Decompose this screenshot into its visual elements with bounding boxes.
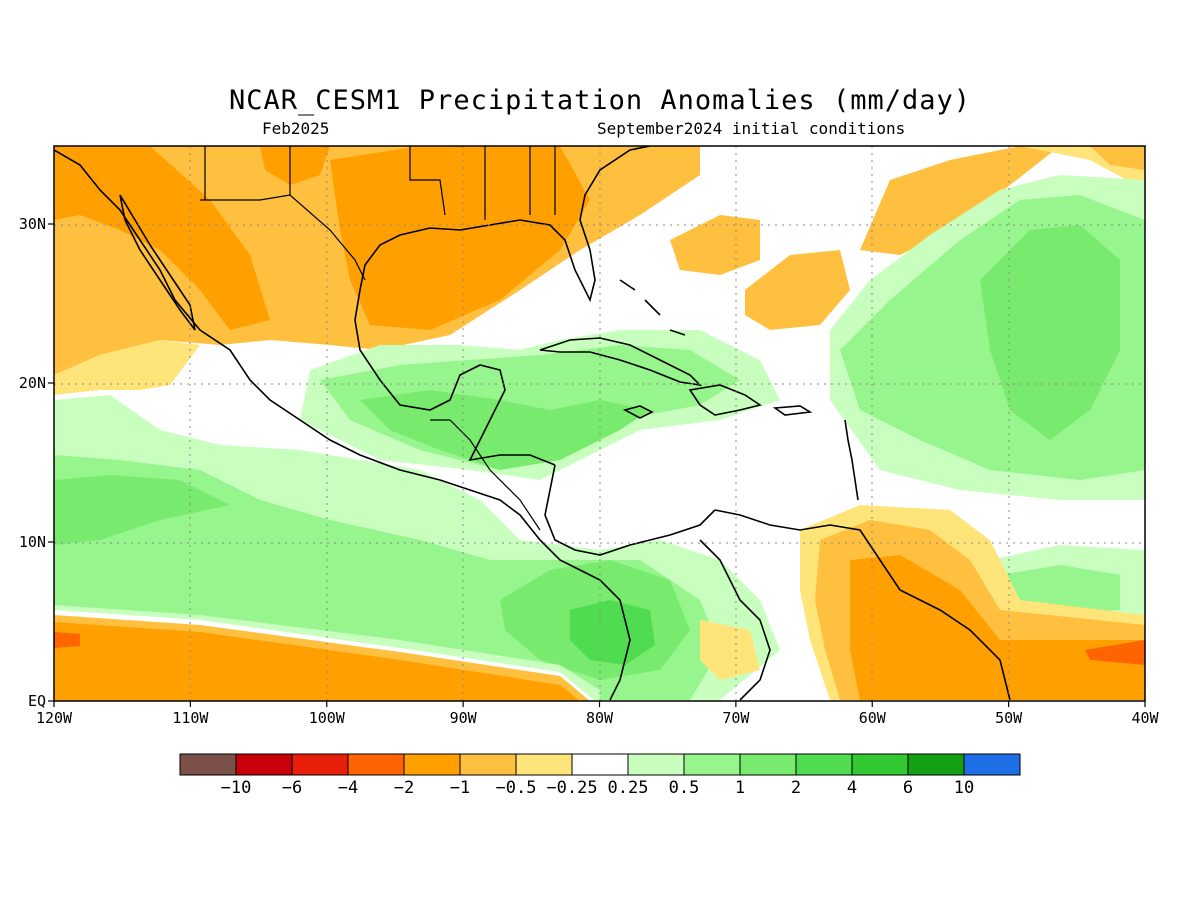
lat-tick-label: 10N — [19, 533, 46, 551]
border-central-america — [430, 419, 541, 531]
colorbar-label: −10 — [221, 778, 252, 798]
lon-tick-label: 40W — [1131, 709, 1159, 727]
coastline-mexico-west — [54, 149, 631, 701]
colorbar-label: 0.5 — [669, 778, 700, 798]
anomaly-atlantic-orange-c — [860, 146, 1060, 255]
coastline-colombia-venezuela — [699, 539, 771, 701]
colorbar-swatch — [795, 753, 853, 776]
coastline-south-america — [714, 509, 1011, 701]
anomaly-panama-mid-green — [570, 600, 655, 665]
colorbar-swatch — [291, 753, 349, 776]
anomaly-equatorial-red — [54, 632, 80, 648]
lat-tick-label: 20N — [19, 374, 46, 392]
anomaly-equatorial-dark-orange — [54, 622, 580, 701]
colorbar-swatch — [347, 753, 405, 776]
anomaly-plains-dark-orange — [260, 146, 330, 185]
map-title: NCAR_CESM1 Precipitation Anomalies (mm/d… — [229, 85, 971, 116]
coastline-puerto-rico — [772, 405, 813, 416]
coastline-hispaniola — [688, 384, 762, 416]
coastline-central-america-east — [544, 464, 716, 556]
colorbar-label: 10 — [954, 778, 974, 798]
colorbar-swatch — [683, 753, 741, 776]
longitude-axis: 120W 110W 100W 90W 80W 70W 60W 50W 40W — [36, 701, 1160, 727]
colorbar-label: 1 — [735, 778, 745, 798]
anomaly-colombia-yellow — [700, 620, 760, 680]
colorbar-swatch — [907, 753, 965, 776]
latitude-axis: EQ 10N 20N 30N — [19, 215, 54, 710]
anomaly-central-america-green — [360, 390, 650, 470]
anomaly-ne-orange — [1090, 146, 1145, 170]
lat-tick-label: EQ — [28, 692, 46, 710]
graticule — [54, 146, 1145, 701]
lon-tick-label: 50W — [995, 709, 1023, 727]
anomaly-east-red — [1085, 640, 1145, 665]
border-states — [204, 146, 556, 220]
anomaly-atlantic-orange-a — [670, 215, 760, 275]
colorbar-swatch — [515, 753, 573, 776]
colorbar-label: −1 — [450, 778, 470, 798]
anomaly-pacific-green — [54, 475, 230, 545]
colorbar-label: −0.25 — [546, 778, 597, 798]
coastline-jamaica — [622, 405, 654, 419]
coastlines — [54, 146, 1011, 701]
lon-tick-label: 60W — [859, 709, 887, 727]
colorbar-swatch — [627, 753, 685, 776]
colorbar-swatch — [963, 753, 1021, 776]
colorbar-label: −4 — [338, 778, 358, 798]
border-us-mexico — [200, 194, 366, 281]
anomaly-north-yellow — [54, 340, 200, 395]
coastline-lesser-antilles — [844, 419, 859, 501]
colorbar-swatch — [179, 753, 237, 776]
anomaly-atlantic-orange-b — [745, 250, 850, 330]
colorbar-label: 2 — [791, 778, 801, 798]
lon-tick-label: 90W — [450, 709, 478, 727]
lon-tick-label: 80W — [586, 709, 614, 727]
anomaly-atlantic-green — [980, 225, 1120, 440]
forecast-month: Feb2025 — [262, 119, 330, 138]
lon-tick-label: 100W — [309, 709, 346, 727]
colorbar-label: 6 — [903, 778, 913, 798]
colorbar-label: 4 — [847, 778, 857, 798]
colorbar-swatch — [235, 753, 293, 776]
colorbar-label: −2 — [394, 778, 414, 798]
anomaly-gulf-dark-orange — [330, 146, 590, 330]
coastline-mexico-gulf — [354, 289, 556, 466]
colorbar-swatch — [571, 753, 629, 776]
colorbar-swatch — [459, 753, 517, 776]
colorbar: −10 −6 −4 −2 −1 −0.5 −0.25 0.25 0.5 1 2 4 6 10 — [179, 753, 1021, 798]
colorbar-label: 0.25 — [608, 778, 649, 798]
lat-tick-label: 30N — [19, 215, 46, 233]
lon-tick-label: 110W — [172, 709, 209, 727]
anomaly-guiana-dark-orange — [850, 555, 1145, 700]
colorbar-swatch — [739, 753, 797, 776]
anomaly-field — [54, 146, 1145, 701]
coastline-us-gulf — [359, 146, 651, 303]
coastline-baja — [119, 194, 196, 331]
colorbar-label: −0.5 — [496, 778, 537, 798]
colorbar-swatch — [403, 753, 461, 776]
colorbar-label: −6 — [282, 778, 302, 798]
anomaly-mexico-dark-orange — [54, 146, 270, 330]
initial-conditions: September2024 initial conditions — [597, 119, 906, 138]
lon-tick-label: 70W — [722, 709, 750, 727]
coastline-cuba — [539, 337, 703, 387]
colorbar-swatch — [851, 753, 909, 776]
coastline-bahamas — [619, 279, 686, 336]
lon-tick-label: 120W — [36, 709, 73, 727]
